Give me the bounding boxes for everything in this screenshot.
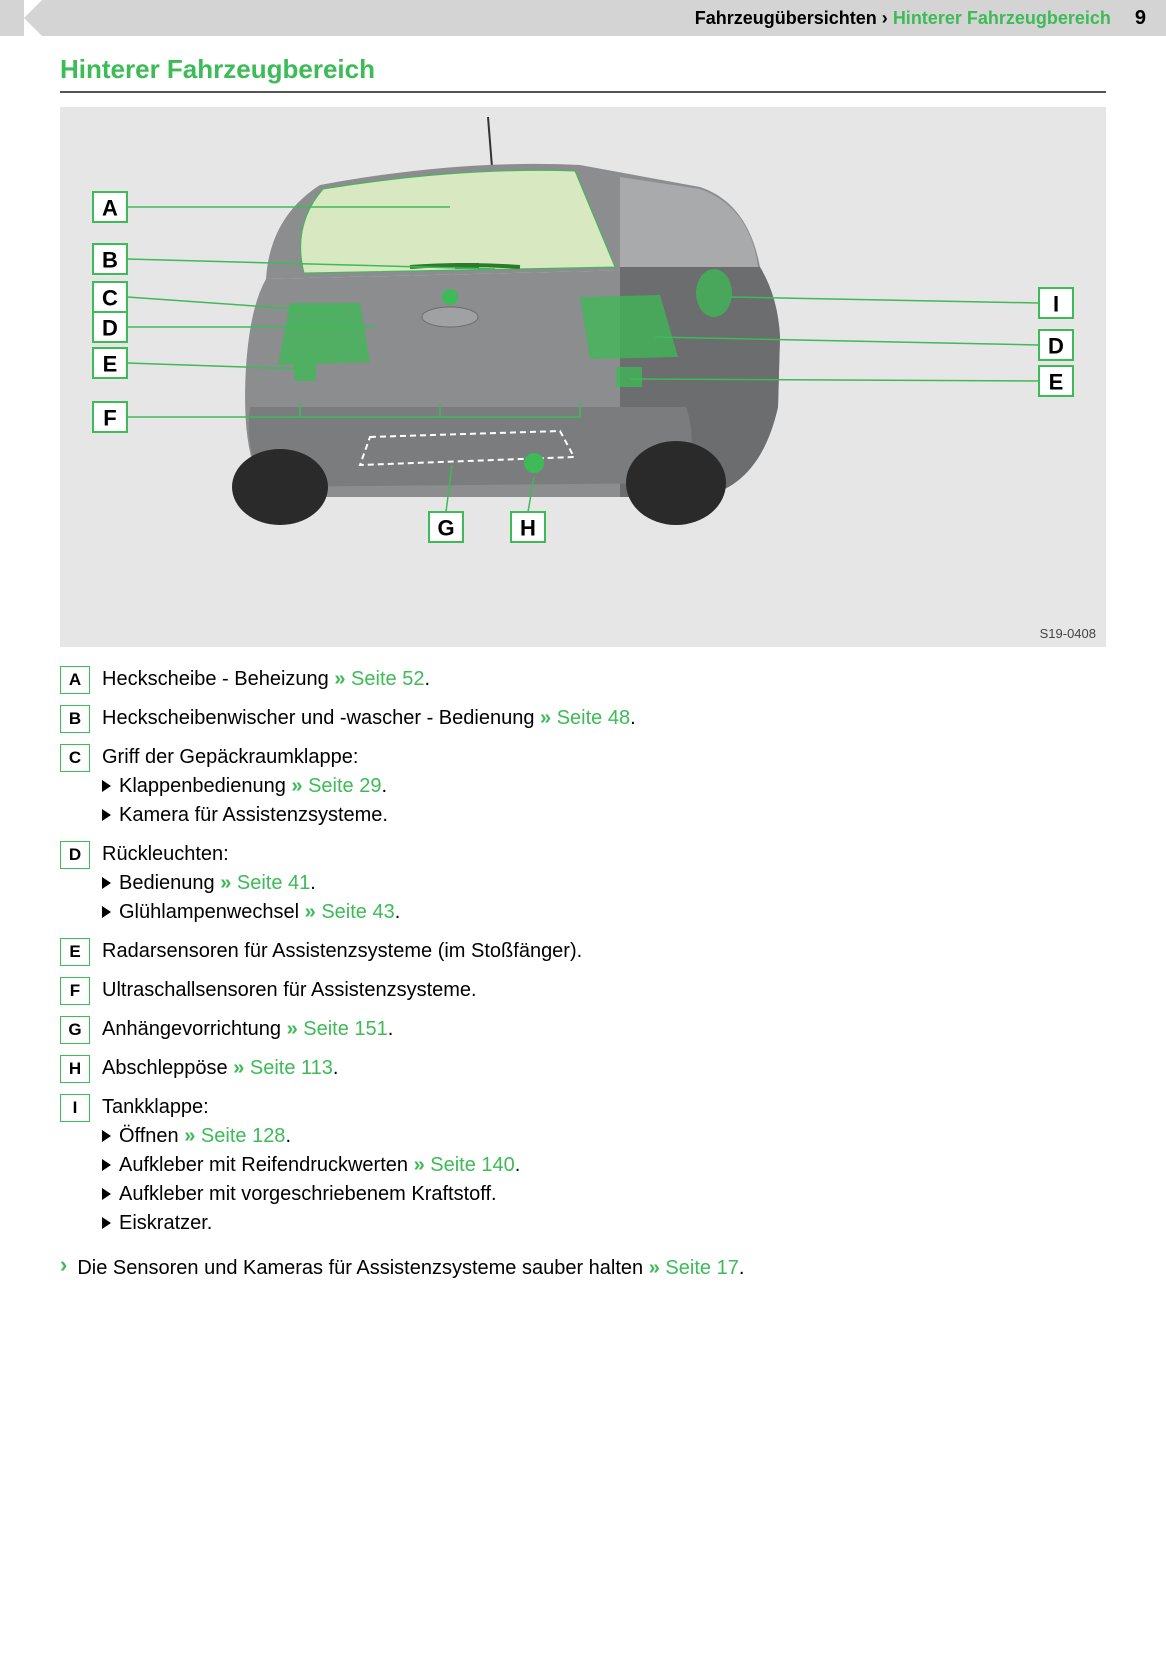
legend-text: Ultraschallsensoren für Assistenzsysteme… xyxy=(102,976,477,1005)
legend-text: Anhängevorrichtung » Seite 151. xyxy=(102,1015,393,1044)
svg-text:D: D xyxy=(102,316,118,341)
legend-item: H Abschleppöse » Seite 113. xyxy=(60,1054,1106,1083)
legend-text: Heckscheibenwischer und -wascher - Bedie… xyxy=(102,704,636,733)
page-number: 9 xyxy=(1135,7,1146,30)
legend-letter-box: H xyxy=(60,1055,90,1083)
note-item: ›Die Sensoren und Kameras für Assistenzs… xyxy=(60,1254,1106,1283)
vehicle-svg: ABCDEFIDEGH xyxy=(60,107,1106,647)
legend-letter-box: E xyxy=(60,938,90,966)
svg-text:B: B xyxy=(102,248,118,273)
legend-letter-box: B xyxy=(60,705,90,733)
notes-section: ›Die Sensoren und Kameras für Assistenzs… xyxy=(60,1254,1106,1283)
legend-letter-box: G xyxy=(60,1016,90,1044)
legend-text: Tankklappe:Öffnen » Seite 128.Aufkleber … xyxy=(102,1093,520,1238)
page-link[interactable]: Seite 43 xyxy=(321,901,394,923)
section-title: Hinterer Fahrzeugbereich xyxy=(60,54,1106,93)
svg-text:F: F xyxy=(103,406,116,431)
bullet-triangle-icon xyxy=(102,1130,111,1142)
page-header: Fahrzeugübersichten › Hinterer Fahrzeugb… xyxy=(0,0,1166,36)
page-link[interactable]: Seite 41 xyxy=(237,872,310,894)
legend-letter-box: C xyxy=(60,744,90,772)
svg-text:C: C xyxy=(102,286,118,311)
legend-text: Radarsensoren für Assistenzsysteme (im S… xyxy=(102,937,582,966)
legend-text: Griff der Gepäckraumklappe:Klappenbedien… xyxy=(102,743,388,830)
svg-text:E: E xyxy=(103,352,118,377)
bullet-triangle-icon xyxy=(102,906,111,918)
breadcrumb-chapter: Fahrzeugübersichten xyxy=(695,8,877,28)
legend-letter-box: D xyxy=(60,841,90,869)
legend-item: F Ultraschallsensoren für Assistenzsystem… xyxy=(60,976,1106,1005)
svg-text:A: A xyxy=(102,196,118,221)
page-link[interactable]: Seite 128 xyxy=(201,1125,286,1147)
svg-text:I: I xyxy=(1053,292,1059,317)
legend-letter-box: A xyxy=(60,666,90,694)
page-link[interactable]: Seite 17 xyxy=(665,1257,738,1279)
legend-letter-box: F xyxy=(60,977,90,1005)
breadcrumb-separator: › xyxy=(882,8,888,28)
page-content: Hinterer Fahrzeugbereich xyxy=(0,36,1166,1283)
legend-item: C Griff der Gepäckraumklappe:Klappenbedie… xyxy=(60,743,1106,830)
legend-list: A Heckscheibe - Beheizung » Seite 52. B Hec… xyxy=(60,665,1106,1238)
svg-text:H: H xyxy=(520,516,536,541)
svg-text:G: G xyxy=(437,516,454,541)
legend-item: E Radarsensoren für Assistenzsysteme (im … xyxy=(60,937,1106,966)
breadcrumb: Fahrzeugübersichten › Hinterer Fahrzeugb… xyxy=(695,8,1111,29)
note-marker-icon: › xyxy=(60,1252,67,1278)
page-link[interactable]: Seite 52 xyxy=(351,668,424,690)
bullet-triangle-icon xyxy=(102,1159,111,1171)
page-link[interactable]: Seite 29 xyxy=(308,775,381,797)
legend-letter-box: I xyxy=(60,1094,90,1122)
bullet-triangle-icon xyxy=(102,809,111,821)
legend-text: Heckscheibe - Beheizung » Seite 52. xyxy=(102,665,430,694)
legend-text: Rückleuchten:Bedienung » Seite 41.Glühla… xyxy=(102,840,400,927)
svg-text:D: D xyxy=(1048,334,1064,359)
legend-item: D Rückleuchten:Bedienung » Seite 41.Glühl… xyxy=(60,840,1106,927)
figure-id: S19-0408 xyxy=(1040,626,1096,641)
page-link[interactable]: Seite 151 xyxy=(303,1018,388,1040)
legend-item: G Anhängevorrichtung » Seite 151. xyxy=(60,1015,1106,1044)
bullet-triangle-icon xyxy=(102,877,111,889)
legend-text: Abschleppöse » Seite 113. xyxy=(102,1054,338,1083)
legend-item: B Heckscheibenwischer und -wascher - Bedi… xyxy=(60,704,1106,733)
page-link[interactable]: Seite 48 xyxy=(557,707,630,729)
bullet-triangle-icon xyxy=(102,780,111,792)
breadcrumb-section: Hinterer Fahrzeugbereich xyxy=(893,8,1111,28)
legend-item: I Tankklappe:Öffnen » Seite 128.Aufkleber… xyxy=(60,1093,1106,1238)
bullet-triangle-icon xyxy=(102,1188,111,1200)
legend-item: A Heckscheibe - Beheizung » Seite 52. xyxy=(60,665,1106,694)
bullet-triangle-icon xyxy=(102,1217,111,1229)
vehicle-diagram: ABCDEFIDEGH S19-0408 xyxy=(60,107,1106,647)
page-link[interactable]: Seite 113 xyxy=(250,1057,333,1079)
svg-text:E: E xyxy=(1049,370,1064,395)
page-link[interactable]: Seite 140 xyxy=(430,1154,515,1176)
